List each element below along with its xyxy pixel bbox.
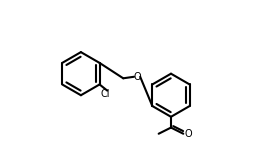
Text: O: O xyxy=(133,72,141,82)
Text: Cl: Cl xyxy=(101,89,110,99)
Text: O: O xyxy=(184,129,192,139)
